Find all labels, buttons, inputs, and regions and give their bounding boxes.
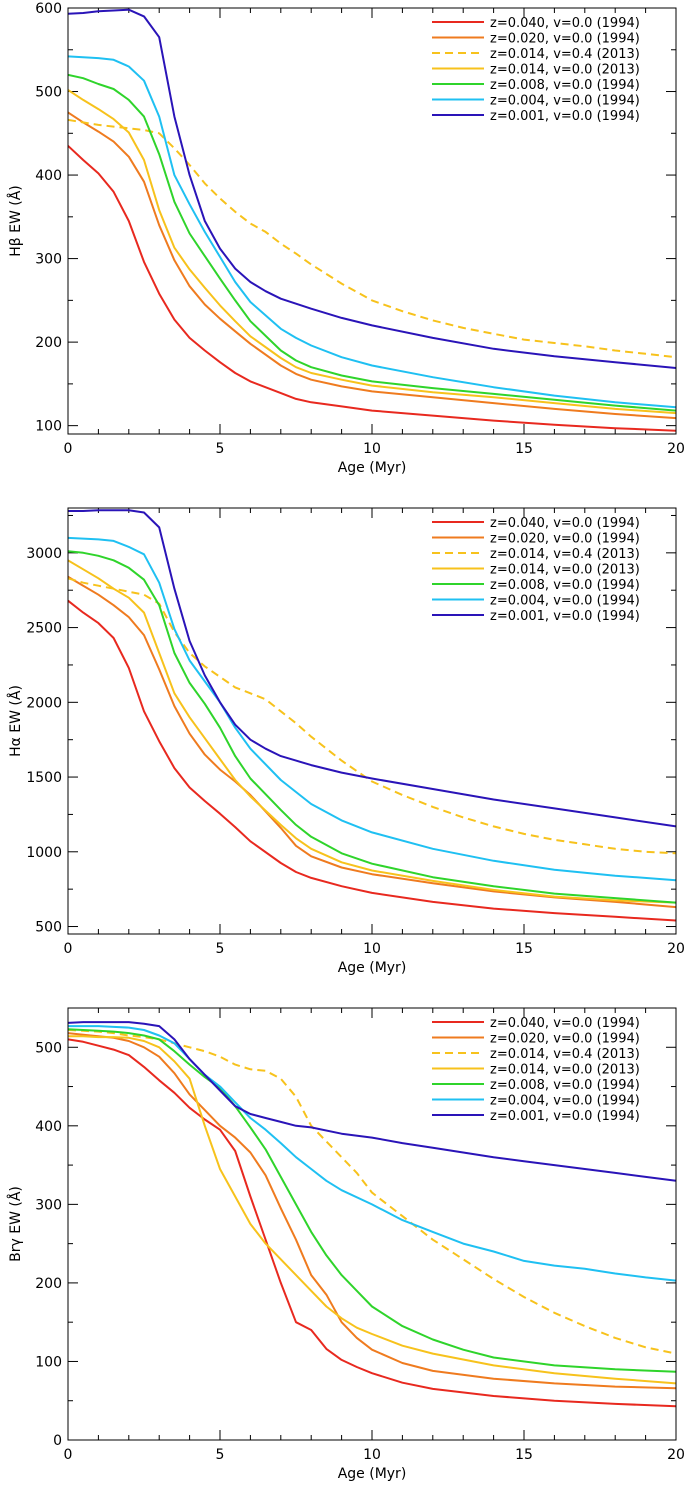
series-line-4 <box>68 89 676 415</box>
y-tick-label: 100 <box>35 419 62 435</box>
legend-label: z=0.014, v=0.0 (2013) <box>490 63 640 78</box>
legend-label: z=0.020, v=0.0 (1994) <box>490 32 640 47</box>
plot-frame <box>67 7 677 435</box>
x-tick-label: 5 <box>216 1447 225 1463</box>
y-tick-label: 2500 <box>26 621 62 637</box>
y-tick-label: 300 <box>35 252 62 268</box>
chart-panel-2: 0 5 10 15 20 500 1000 1500 2000 2500 3000 Age (Myr)… <box>7 507 685 976</box>
x-tick-label: 20 <box>667 1447 685 1463</box>
y-tick-label: 2000 <box>26 695 62 711</box>
y-tick-label: 400 <box>35 1119 62 1135</box>
x-tick-label: 5 <box>216 441 225 457</box>
legend-label: z=0.008, v=0.0 (1994) <box>490 1078 640 1093</box>
legend-label: z=0.004, v=0.0 (1994) <box>490 1094 640 1109</box>
series-line-3 <box>68 1029 676 1355</box>
chart-panel-1: 0 5 10 15 20 100 200 300 400 500 600 Age (Myr) Hβ EW… <box>7 1 685 476</box>
series-lines <box>68 1021 676 1408</box>
legend-label: z=0.040, v=0.0 (1994) <box>490 16 640 31</box>
x-axis-title: Age (Myr) <box>338 460 407 476</box>
x-tick-label: 15 <box>515 1447 533 1463</box>
legend-label: z=0.040, v=0.0 (1994) <box>490 516 640 531</box>
x-tick-label: 10 <box>363 941 381 957</box>
series-line-1 <box>68 1038 676 1408</box>
series-line-1 <box>68 599 676 922</box>
legend-label: z=0.001, v=0.0 (1994) <box>490 1109 640 1124</box>
y-tick-label: 500 <box>35 920 62 936</box>
y-tick-label: 1500 <box>26 770 62 786</box>
series-line-3 <box>68 118 676 359</box>
legend-label: z=0.020, v=0.0 (1994) <box>490 1032 640 1047</box>
legend-label: z=0.014, v=0.4 (2013) <box>490 547 640 562</box>
x-tick-label: 15 <box>515 441 533 457</box>
series-line-7 <box>68 1021 676 1182</box>
y-tick-label: 500 <box>35 1040 62 1056</box>
series-line-4 <box>68 1035 676 1385</box>
y-axis-title: Hα EW (Å) <box>7 685 24 757</box>
legend-label: z=0.014, v=0.4 (2013) <box>490 47 640 62</box>
y-tick-label: 3000 <box>26 546 62 562</box>
series-line-2 <box>68 111 676 420</box>
legend-label: z=0.001, v=0.0 (1994) <box>490 109 640 124</box>
legend-label: z=0.008, v=0.0 (1994) <box>490 578 640 593</box>
legend-label: z=0.001, v=0.0 (1994) <box>490 609 640 624</box>
series-line-7 <box>68 8 676 369</box>
y-tick-label: 100 <box>35 1354 62 1370</box>
legend-label: z=0.004, v=0.0 (1994) <box>490 94 640 109</box>
x-tick-label: 10 <box>363 1447 381 1463</box>
x-tick-label: 5 <box>216 941 225 957</box>
x-tick-label: 20 <box>667 941 685 957</box>
series-line-2 <box>68 1032 676 1390</box>
legend-label: z=0.020, v=0.0 (1994) <box>490 532 640 547</box>
x-tick-label: 10 <box>363 441 381 457</box>
x-tick-label: 15 <box>515 941 533 957</box>
legend-label: z=0.004, v=0.0 (1994) <box>490 594 640 609</box>
series-line-2 <box>68 575 676 909</box>
series-line-5 <box>68 550 676 904</box>
legend: z=0.040, v=0.0 (1994)z=0.020, v=0.0 (199… <box>432 1016 640 1124</box>
legend-label: z=0.014, v=0.4 (2013) <box>490 1047 640 1062</box>
legend: z=0.040, v=0.0 (1994)z=0.020, v=0.0 (199… <box>432 16 640 124</box>
y-tick-label: 0 <box>53 1433 62 1449</box>
series-lines <box>68 509 676 922</box>
series-line-3 <box>68 577 676 855</box>
y-tick-label: 200 <box>35 335 62 351</box>
series-line-6 <box>68 1025 676 1282</box>
legend-label: z=0.008, v=0.0 (1994) <box>490 78 640 93</box>
legend-label: z=0.040, v=0.0 (1994) <box>490 1016 640 1031</box>
series-line-5 <box>68 1028 676 1373</box>
series-line-6 <box>68 55 676 409</box>
plot-frame <box>67 1007 677 1441</box>
legend: z=0.040, v=0.0 (1994)z=0.020, v=0.0 (199… <box>432 516 640 624</box>
x-tick-label: 0 <box>64 941 73 957</box>
y-tick-label: 1000 <box>26 845 62 861</box>
x-axis-title: Age (Myr) <box>338 1466 407 1482</box>
series-line-7 <box>68 509 676 828</box>
y-axis-title: Hβ EW (Å) <box>7 185 24 257</box>
x-axis-title: Age (Myr) <box>338 960 407 976</box>
y-tick-label: 500 <box>35 85 62 101</box>
legend-label: z=0.014, v=0.0 (2013) <box>490 1063 640 1078</box>
series-line-4 <box>68 559 676 904</box>
x-tick-label: 0 <box>64 441 73 457</box>
y-tick-label: 400 <box>35 168 62 184</box>
series-line-6 <box>68 536 676 882</box>
series-lines <box>68 8 676 432</box>
x-tick-label: 20 <box>667 441 685 457</box>
y-tick-label: 200 <box>35 1276 62 1292</box>
plot-frame <box>67 507 677 935</box>
x-tick-label: 0 <box>64 1447 73 1463</box>
series-line-1 <box>68 145 676 432</box>
y-axis-title: Brγ EW (Å) <box>7 1186 24 1262</box>
y-tick-label: 300 <box>35 1197 62 1213</box>
series-line-5 <box>68 73 676 412</box>
y-tick-label: 600 <box>35 1 62 17</box>
legend-label: z=0.014, v=0.0 (2013) <box>490 563 640 578</box>
